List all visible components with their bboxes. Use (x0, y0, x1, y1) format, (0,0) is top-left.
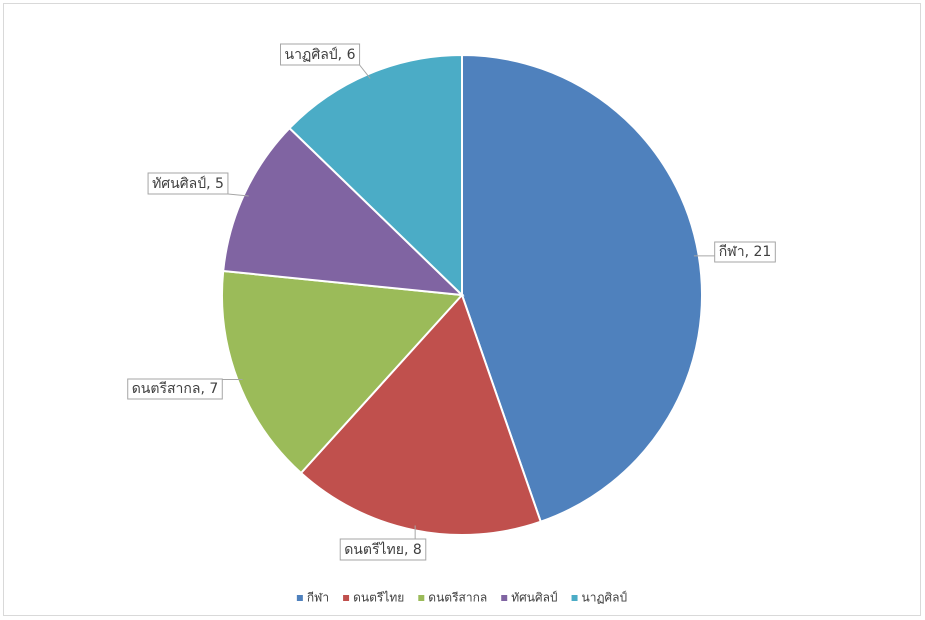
legend-swatch (418, 595, 425, 601)
pie-slice (222, 126, 465, 297)
pie-slice (461, 53, 703, 523)
data-label-box (147, 172, 229, 195)
data-label: นาฏศิลป์, 6 (285, 46, 356, 63)
legend-swatch (571, 595, 578, 601)
leader-line (359, 64, 371, 79)
data-label-box (714, 241, 776, 263)
legend-swatch (501, 595, 508, 601)
data-label-box (280, 43, 361, 66)
legend-swatch (343, 595, 350, 601)
pie-slice (288, 53, 463, 298)
legend-swatch (296, 595, 303, 601)
legend-label: กีฬา (307, 591, 329, 605)
legend-label: นาฏศิลป์ (582, 591, 628, 605)
data-label: กีฬา, 21 (719, 244, 772, 260)
pie-slice (299, 293, 542, 536)
data-label: ดนตรีสากล, 7 (132, 381, 219, 397)
legend-label: ดนตรีสากล (428, 591, 487, 605)
pie-slice (221, 269, 465, 475)
data-label: ทัศนศิลป์, 5 (152, 175, 224, 192)
data-label-box (127, 378, 223, 400)
leader-line (227, 193, 249, 197)
data-label: ดนตรีไทย, 8 (344, 541, 422, 558)
data-label-box (339, 538, 427, 561)
legend-label: ทัศนศิลป์ (511, 591, 557, 605)
legend-label: ดนตรีไทย (353, 591, 404, 605)
legend: กีฬา ดนตรีไทย ดนตรีสากล ทัศนศิลป์ นาฏศิลป์ (296, 591, 628, 605)
